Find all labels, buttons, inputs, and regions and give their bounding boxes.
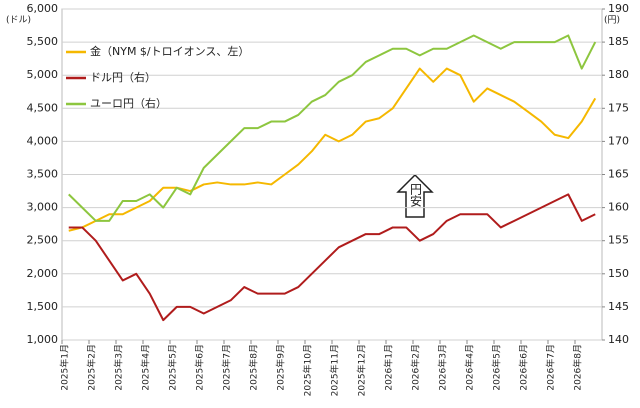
x-tick-label: 2026年4月 (464, 344, 476, 391)
y2-tick-label: 190 (608, 2, 629, 15)
y2-tick-label: 175 (608, 101, 629, 114)
x-tick-label: 2025年10月 (302, 344, 314, 396)
x-tick-label: 2026年7月 (545, 344, 557, 391)
x-tick-label: 2025年9月 (275, 344, 287, 391)
arrow (396, 173, 434, 218)
x-tick-label: 2025年8月 (248, 344, 260, 391)
left-axis-unit: (ドル) (6, 16, 31, 26)
y-tick-label: 6,000 (27, 2, 59, 15)
y-tick-label: 4,000 (27, 134, 59, 147)
x-tick-label: 2025年4月 (140, 344, 152, 391)
y-tick-label: 3,500 (27, 168, 59, 181)
x-tick-label: 2025年7月 (221, 344, 233, 391)
y-tick-label: 2,000 (27, 267, 59, 280)
x-tick-label: 2025年5月 (167, 344, 179, 391)
x-tick-label: 2025年2月 (86, 344, 98, 391)
y2-tick-label: 150 (608, 267, 629, 280)
x-tick-label: 2026年3月 (437, 344, 449, 391)
x-tick-label: 2025年12月 (356, 344, 368, 396)
x-tick-label: 2025年11月 (329, 344, 341, 396)
series-line (68, 67, 597, 232)
y2-tick-label: 170 (608, 134, 629, 147)
x-tick-label: 2026年1月 (383, 344, 395, 391)
y2-tick-label: 185 (608, 35, 629, 48)
x-tick-label: 2025年3月 (113, 344, 125, 391)
y-tick-label: 3,000 (27, 201, 59, 214)
annotation: 円安 (409, 183, 423, 207)
x-tick-label: 2026年2月 (410, 344, 422, 391)
y2-tick-label: 155 (608, 234, 629, 247)
legend-label: 金（NYM $/トロイオンス、左） (90, 44, 249, 58)
y-tick-label: 1,500 (27, 300, 59, 313)
x-tick-label: 2026年5月 (491, 344, 503, 391)
x-tick-label: 2026年6月 (518, 344, 530, 391)
y2-tick-label: 145 (608, 300, 629, 313)
legend-label: ドル円（右） (90, 70, 156, 84)
y-tick-label: 1,000 (27, 333, 59, 346)
right-axis-unit: (円) (604, 15, 620, 26)
series-line (68, 34, 597, 222)
series-line (68, 193, 596, 322)
y2-tick-label: 165 (608, 168, 629, 181)
x-tick-label: 2025年6月 (194, 344, 206, 391)
legend-label: ユーロ円（右） (90, 96, 167, 110)
x-tick-label: 2026年8月 (572, 344, 584, 391)
y-tick-label: 2,500 (27, 234, 59, 247)
y2-tick-label: 180 (608, 68, 629, 81)
y-tick-label: 4,500 (27, 101, 59, 114)
y-tick-label: 5,000 (27, 68, 59, 81)
y-tick-label: 5,500 (27, 35, 59, 48)
x-tick-label: 2025年1月 (59, 344, 71, 391)
y2-tick-label: 140 (608, 333, 629, 346)
y2-tick-label: 160 (608, 201, 629, 214)
